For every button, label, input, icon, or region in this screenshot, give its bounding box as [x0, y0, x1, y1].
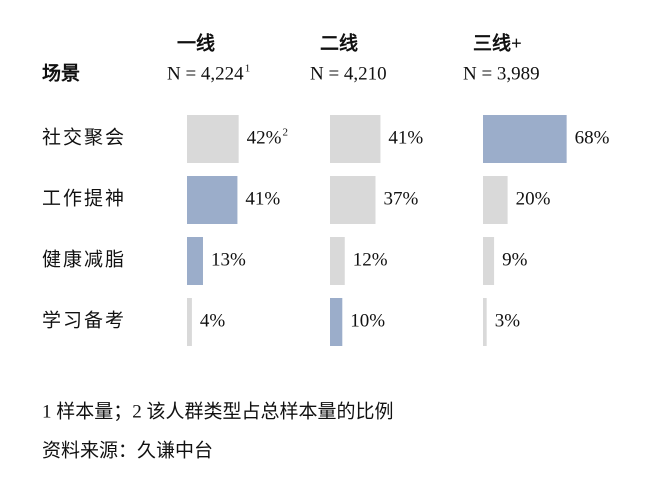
- bar: [483, 176, 508, 224]
- value-label: 20%: [516, 188, 551, 209]
- bar: [187, 298, 192, 346]
- value-label: 12%: [353, 249, 388, 270]
- footnote-mark: 2: [282, 127, 288, 139]
- bar: [187, 176, 238, 224]
- bar: [187, 237, 203, 285]
- category-label: 学习备考: [42, 309, 126, 331]
- value-label: 9%: [502, 249, 528, 270]
- bar: [187, 115, 239, 163]
- bar: [483, 237, 495, 285]
- value-label: 41%: [245, 188, 280, 209]
- bar: [330, 115, 381, 163]
- series-name: 一线: [177, 31, 215, 54]
- bar: [330, 298, 343, 346]
- bar: [483, 298, 487, 346]
- series-n: N = 4,224: [167, 63, 244, 84]
- category-label: 社交聚会: [42, 126, 126, 148]
- footnote-mark: 1: [245, 63, 251, 75]
- value-label: 3%: [495, 310, 521, 331]
- value-label: 4%: [200, 310, 226, 331]
- bar: [483, 115, 567, 163]
- value-label: 42%: [247, 127, 282, 148]
- series-n: N = 4,210: [310, 63, 387, 84]
- value-label: 37%: [384, 188, 419, 209]
- category-label: 健康减脂: [42, 248, 126, 270]
- category-header: 场景: [42, 62, 80, 84]
- value-label: 13%: [211, 249, 246, 270]
- value-label: 10%: [350, 310, 385, 331]
- value-label: 41%: [388, 127, 423, 148]
- category-label: 工作提神: [42, 187, 126, 209]
- bar: [330, 176, 376, 224]
- footnote: 资料来源：久谦中台: [42, 439, 213, 461]
- footnote: 1 样本量；2 该人群类型占总样本量的比例: [42, 400, 394, 422]
- series-name: 三线+: [473, 31, 522, 54]
- bar: [330, 237, 345, 285]
- series-n: N = 3,989: [463, 63, 540, 84]
- value-label: 68%: [575, 127, 610, 148]
- series-name: 二线: [320, 31, 358, 54]
